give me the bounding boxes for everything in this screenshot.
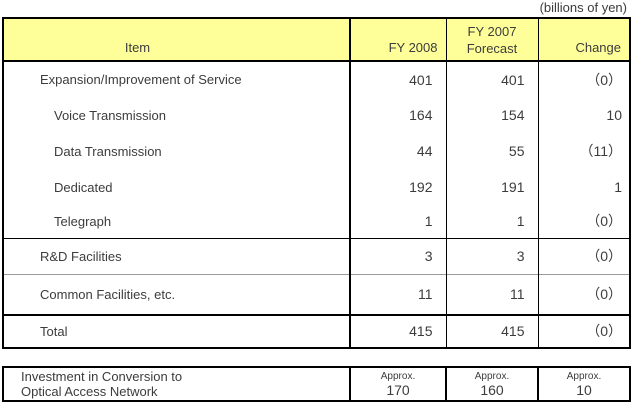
fy2007-value: 1: [445, 205, 538, 238]
fy2008-value: 3: [349, 237, 446, 274]
column-header-fy2007-forecast: FY 2007 Forecast: [445, 18, 538, 62]
fy2007-value: 55: [445, 133, 538, 169]
fy2008-value: 11: [349, 273, 446, 315]
row-label: Investment in Conversion to Optical Acce…: [3, 367, 350, 401]
row-label: R&D Facilities: [3, 237, 350, 274]
table-row-total: Total 415 415 （0）: [3, 313, 630, 348]
optical-access-investment-table: Investment in Conversion to Optical Acce…: [2, 366, 631, 402]
change-value: 10: [537, 97, 630, 133]
fy2007-value: Approx. 160: [445, 367, 538, 401]
table-row-dedicated: Dedicated 192 191 1: [3, 169, 630, 205]
fy2008-value: 164: [349, 97, 446, 133]
fy2008-value: 401: [349, 61, 446, 97]
units-caption: (billions of yen): [539, 0, 627, 15]
row-label: Common Facilities, etc.: [3, 273, 350, 315]
fy2007-value: 154: [445, 97, 538, 133]
fy2007-value: 415: [445, 313, 538, 348]
row-label: Dedicated: [54, 179, 113, 195]
fy2008-value: 1: [349, 205, 446, 238]
row-label-line1: Investment in Conversion to: [21, 369, 183, 384]
fy2007-value: 11: [445, 273, 538, 315]
approx-label: Approx.: [380, 371, 416, 382]
table-row-expansion-improvement: Expansion/Improvement of Service 401 401…: [3, 61, 630, 97]
table-row-telegraph: Telegraph 1 1 （0）: [3, 205, 630, 238]
header-line-fy2007: FY 2007: [467, 24, 517, 39]
row-label: Expansion/Improvement of Service: [40, 72, 242, 87]
row-label: Telegraph: [54, 213, 112, 229]
change-value: （0）: [537, 205, 630, 238]
table-row-voice-transmission: Voice Transmission 164 154 10: [3, 97, 630, 133]
table-row-rd-facilities: R&D Facilities 3 3 （0）: [3, 237, 630, 274]
approx-label: Approx.: [566, 371, 602, 382]
investment-breakdown-table: Item FY 2008 FY 2007 Forecast Change Expa…: [2, 17, 631, 349]
change-value: Approx. 10: [537, 367, 630, 401]
table-row-data-transmission: Data Transmission 44 55 （11）: [3, 133, 630, 169]
table-header-row: Item FY 2008 FY 2007 Forecast Change: [3, 18, 630, 62]
change-value: （0）: [537, 237, 630, 274]
change-value: （0）: [537, 273, 630, 315]
fy2008-value: 44: [349, 133, 446, 169]
change-value: （0）: [537, 313, 630, 348]
fy2008-value: 192: [349, 169, 446, 205]
row-label-line2: Optical Access Network: [21, 384, 158, 399]
table-row-common-facilities: Common Facilities, etc. 11 11 （0）: [3, 273, 630, 315]
header-line-forecast: Forecast: [466, 41, 518, 56]
fy2008-value: Approx. 170: [349, 367, 446, 401]
fy2007-value: 191: [445, 169, 538, 205]
column-header-fy2008: FY 2008: [349, 18, 446, 62]
row-label: Voice Transmission: [54, 107, 166, 123]
approx-label: Approx.: [474, 371, 510, 382]
table-row-optical-investment: Investment in Conversion to Optical Acce…: [3, 367, 630, 401]
approx-value: 170: [386, 382, 410, 398]
approx-value: 160: [480, 382, 504, 398]
fy2007-value: 3: [445, 237, 538, 274]
change-value: 1: [537, 169, 630, 205]
column-header-item: Item: [3, 18, 350, 62]
change-value: （11）: [537, 133, 630, 169]
change-value: （0）: [537, 61, 630, 97]
column-header-change: Change: [537, 18, 630, 62]
approx-value: 10: [576, 382, 592, 398]
fy2007-value: 401: [445, 61, 538, 97]
row-label: Data Transmission: [54, 143, 162, 159]
row-label: Total: [3, 313, 350, 348]
fy2008-value: 415: [349, 313, 446, 348]
